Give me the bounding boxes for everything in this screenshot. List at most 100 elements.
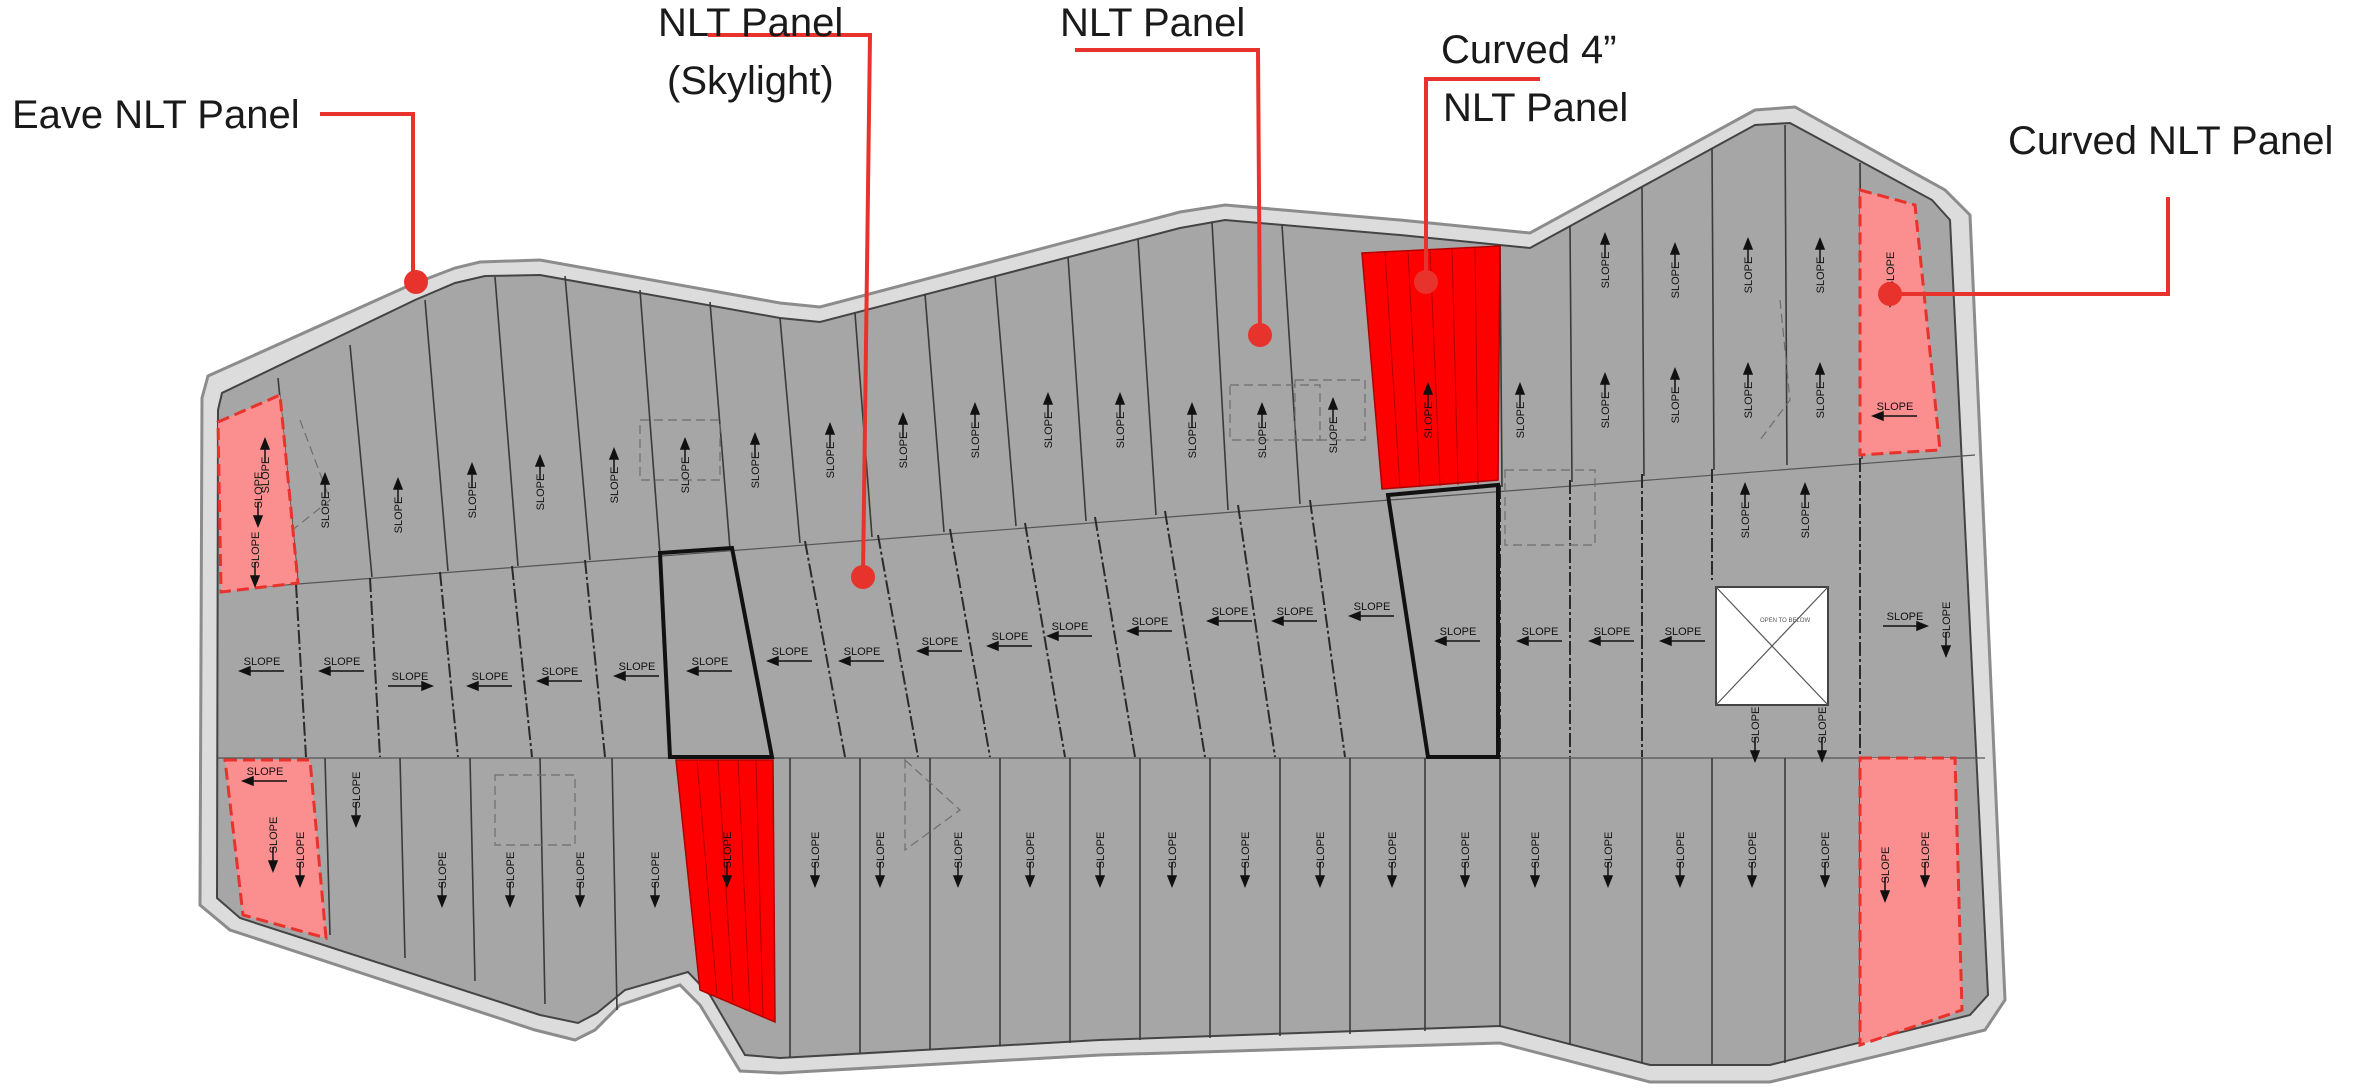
leader-nlt (1075, 48, 1262, 336)
callout-nlt-panel: NLT Panel (1060, 1, 1246, 45)
slope-label: SLOPE (1740, 502, 1752, 539)
slope-arrow (1256, 401, 1268, 428)
slope-marker: SLOPE (1186, 401, 1199, 458)
slope-arrow (1674, 862, 1686, 889)
slope-label: SLOPE (844, 646, 881, 658)
slope-marker: SLOPE (1024, 832, 1037, 889)
slope-marker: SLOPE (1746, 832, 1759, 889)
slope-label: SLOPE (1800, 502, 1812, 539)
slope-label: SLOPE (1440, 626, 1477, 638)
skylight-panel-outline (657, 545, 775, 759)
slope-marker: SLOPE (237, 656, 284, 677)
leader-skylight (708, 33, 873, 578)
slope-marker: SLOPE (1919, 832, 1932, 889)
slope-arrow (1749, 737, 1761, 764)
slope-label: SLOPE (1530, 832, 1542, 869)
slope-arrow (608, 446, 620, 473)
callout-leaders (320, 33, 2170, 578)
slope-arrow (317, 665, 364, 677)
slope-label: SLOPE (680, 457, 692, 494)
curved-panel-upper-right (1858, 188, 1942, 457)
slope-marker: SLOPE (1042, 391, 1055, 448)
slope-marker: SLOPE (1327, 396, 1340, 453)
slope-label: SLOPE (1387, 832, 1399, 869)
slope-label: SLOPE (505, 852, 517, 889)
slope-label: SLOPE (898, 432, 910, 469)
slope-label: SLOPE (1743, 257, 1755, 294)
slope-arrow (1658, 635, 1705, 647)
slope-arrow (1529, 862, 1541, 889)
slope-marker: SLOPE (1674, 832, 1687, 889)
dot-eave (404, 270, 428, 294)
slope-label: SLOPE (320, 492, 332, 529)
slope-marker: SLOPE (1256, 401, 1269, 458)
slope-label: SLOPE (1522, 626, 1559, 638)
slope-label: SLOPE (1052, 621, 1089, 633)
slope-label: SLOPE (1115, 412, 1127, 449)
slope-arrow (574, 882, 586, 909)
slope-label: SLOPE (1817, 707, 1829, 744)
slope-label: SLOPE (1315, 832, 1327, 869)
slope-marker: SLOPE (1879, 847, 1892, 904)
slope-label: SLOPE (1665, 626, 1702, 638)
leader-curved (1890, 197, 2170, 296)
slope-arrow (1270, 615, 1317, 627)
slope-arrow (685, 665, 732, 677)
slope-label: SLOPE (1670, 387, 1682, 424)
open-to-below-note: OPEN TO BELOW (1760, 618, 1810, 624)
slope-marker: SLOPE (952, 832, 965, 889)
slope-marker: SLOPE (466, 461, 479, 518)
slope-label: SLOPE (268, 817, 280, 854)
slope-arrow (1515, 635, 1562, 647)
slope-marker: SLOPE (535, 666, 582, 687)
slope-label: SLOPE (1025, 832, 1037, 869)
slope-marker: SLOPE (1459, 832, 1472, 889)
middle-panel-seams (295, 458, 1861, 758)
slope-marker: SLOPE (319, 471, 332, 529)
hidden-line-details (279, 299, 1791, 852)
slope-marker: SLOPE (259, 436, 272, 493)
slope-marker: SLOPE (1433, 626, 1480, 647)
slope-marker: SLOPE (1602, 832, 1615, 889)
slope-marker: SLOPE (350, 772, 363, 829)
slope-arrow (915, 645, 962, 657)
dot-nlt (1248, 323, 1272, 347)
slope-marker: SLOPE (1599, 371, 1612, 428)
slope-arrow (1602, 862, 1614, 889)
slope-marker: SLOPE (1799, 481, 1812, 539)
slope-label: SLOPE (250, 532, 262, 569)
slope-arrow (1422, 381, 1434, 408)
slope-label: SLOPE (247, 766, 284, 778)
slope-arrow (237, 665, 284, 677)
slope-arrow (1746, 862, 1758, 889)
slope-arrow (824, 421, 836, 448)
slope-label: SLOPE (1354, 601, 1391, 613)
slope-arrow (679, 436, 691, 463)
slope-marker: SLOPE (436, 852, 449, 909)
dot-curved4 (1414, 270, 1438, 294)
slope-marker: SLOPE (1386, 832, 1399, 889)
slope-arrow (504, 882, 516, 909)
slope-label: SLOPE (650, 852, 662, 889)
slope-marker: SLOPE (1270, 606, 1317, 627)
slope-label: SLOPE (1743, 382, 1755, 419)
slope-marker: SLOPE (649, 852, 662, 909)
callout-skylight-line1: NLT Panel (658, 1, 844, 45)
slope-arrow (465, 680, 512, 692)
slope-label: SLOPE (609, 467, 621, 504)
slope-label: SLOPE (1941, 602, 1953, 639)
slope-marker: SLOPE (721, 832, 734, 889)
slope-marker: SLOPE (1314, 832, 1327, 889)
slope-marker: SLOPE (608, 446, 621, 504)
slope-arrow (1739, 481, 1751, 508)
slope-label: SLOPE (351, 772, 363, 809)
slope-label: SLOPE (1277, 606, 1314, 618)
slope-arrow (1669, 366, 1681, 393)
slope-marker: SLOPE (824, 421, 837, 478)
slope-arrow (466, 461, 478, 488)
slope-arrow (1870, 410, 1917, 422)
slope-marker: SLOPE (504, 852, 517, 909)
slope-arrow (1742, 236, 1754, 263)
slope-label: SLOPE (1887, 611, 1924, 623)
slope-label: SLOPE (324, 656, 361, 668)
